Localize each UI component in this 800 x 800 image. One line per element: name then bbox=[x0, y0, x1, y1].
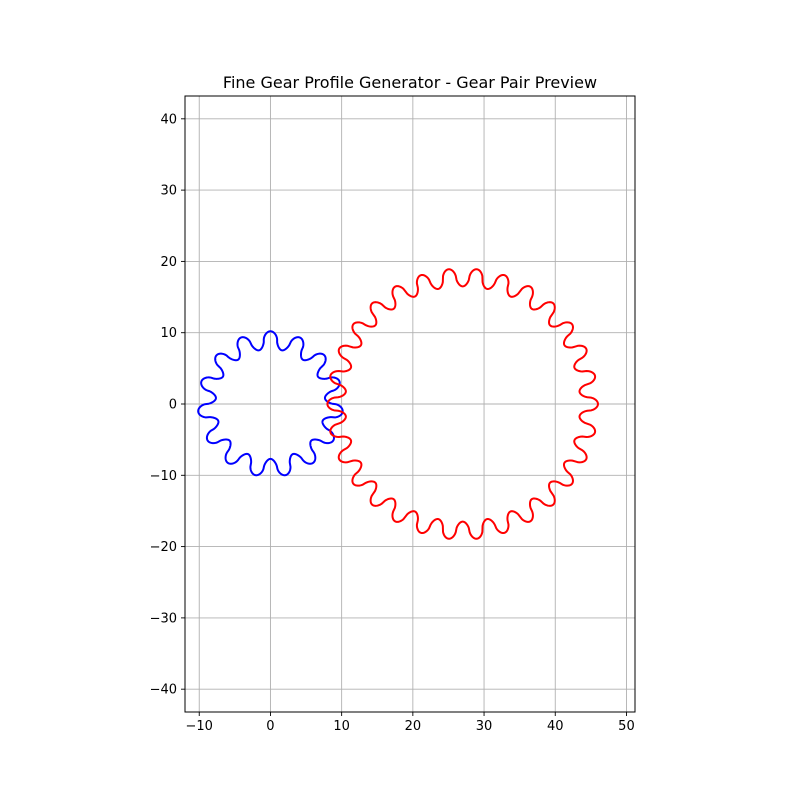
y-tick-label: 40 bbox=[160, 112, 177, 127]
y-tick-label: 30 bbox=[160, 184, 177, 199]
y-tick-label: −30 bbox=[150, 611, 177, 626]
plot-area bbox=[197, 268, 599, 540]
y-tick-label: 20 bbox=[160, 255, 177, 270]
x-tick-label: 20 bbox=[405, 719, 422, 734]
axes-frame bbox=[184, 95, 636, 713]
x-tick-label: 0 bbox=[266, 719, 274, 734]
y-tick-label: −10 bbox=[150, 469, 177, 484]
y-tick-label: −40 bbox=[150, 683, 177, 698]
x-tick-label: 50 bbox=[618, 719, 635, 734]
y-tick-label: 10 bbox=[160, 326, 177, 341]
y-tick-label: 0 bbox=[169, 398, 177, 413]
y-tick-label: −20 bbox=[150, 540, 177, 555]
gear-curve-large bbox=[326, 268, 599, 540]
x-tick-label: 30 bbox=[476, 719, 493, 734]
x-tick-label: 40 bbox=[547, 719, 564, 734]
x-tick-label: −10 bbox=[186, 719, 213, 734]
axes: −10 0 10 20 30 40 50 −40 −30 −20 −10 0 10 20 30 40 bbox=[150, 112, 635, 734]
x-tick-label: 10 bbox=[333, 719, 350, 734]
gear-curve-small bbox=[197, 330, 344, 477]
grid-lines bbox=[185, 96, 635, 712]
chart-title: Fine Gear Profile Generator - Gear Pair … bbox=[223, 73, 597, 92]
